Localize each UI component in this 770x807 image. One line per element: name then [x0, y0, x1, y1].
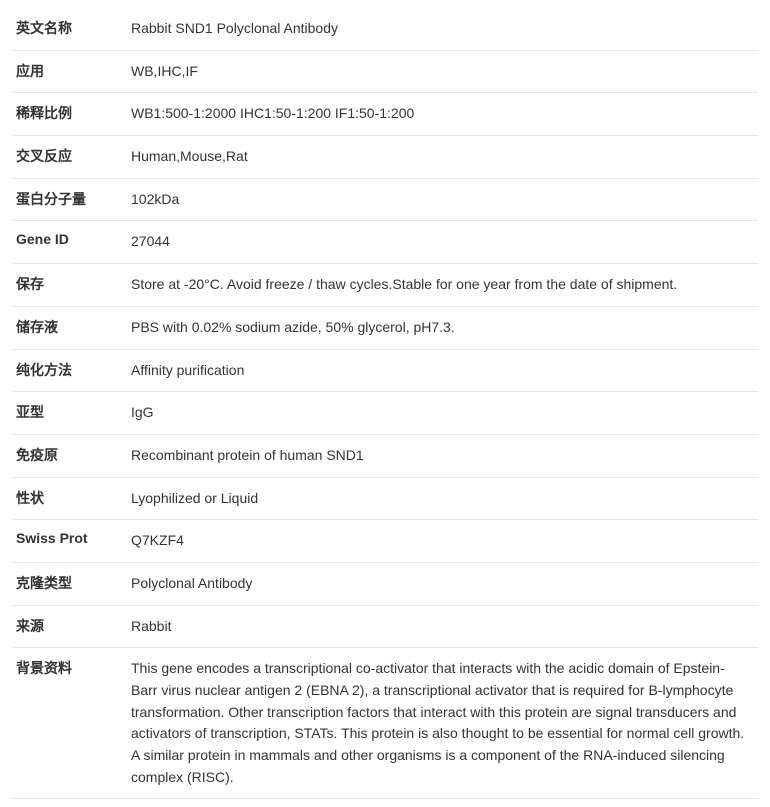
table-row: Swiss Prot Q7KZF4	[12, 520, 758, 563]
table-row: 储存液 PBS with 0.02% sodium azide, 50% gly…	[12, 306, 758, 349]
spec-label: 稀释比例	[12, 93, 127, 136]
table-row: 纯化方法 Affinity purification	[12, 349, 758, 392]
table-row: 应用 WB,IHC,IF	[12, 50, 758, 93]
table-row: 保存 Store at -20°C. Avoid freeze / thaw c…	[12, 264, 758, 307]
spec-value: This gene encodes a transcriptional co-a…	[127, 648, 758, 799]
spec-label: Swiss Prot	[12, 520, 127, 563]
spec-label: 克隆类型	[12, 562, 127, 605]
spec-value: Rabbit SND1 Polyclonal Antibody	[127, 8, 758, 50]
spec-tbody: 英文名称 Rabbit SND1 Polyclonal Antibody 应用 …	[12, 8, 758, 799]
spec-value: 27044	[127, 221, 758, 264]
table-row: 交叉反应 Human,Mouse,Rat	[12, 136, 758, 179]
spec-value: IgG	[127, 392, 758, 435]
spec-value: PBS with 0.02% sodium azide, 50% glycero…	[127, 306, 758, 349]
table-row: 英文名称 Rabbit SND1 Polyclonal Antibody	[12, 8, 758, 50]
spec-label: 保存	[12, 264, 127, 307]
table-row: 背景资料 This gene encodes a transcriptional…	[12, 648, 758, 799]
table-row: 免疫原 Recombinant protein of human SND1	[12, 434, 758, 477]
table-row: 克隆类型 Polyclonal Antibody	[12, 562, 758, 605]
spec-value: Human,Mouse,Rat	[127, 136, 758, 179]
spec-label: 应用	[12, 50, 127, 93]
spec-value: Store at -20°C. Avoid freeze / thaw cycl…	[127, 264, 758, 307]
spec-label: 纯化方法	[12, 349, 127, 392]
table-row: 亚型 IgG	[12, 392, 758, 435]
spec-label: Gene ID	[12, 221, 127, 264]
spec-label: 亚型	[12, 392, 127, 435]
spec-value: WB1:500-1:2000 IHC1:50-1:200 IF1:50-1:20…	[127, 93, 758, 136]
spec-value: 102kDa	[127, 178, 758, 221]
spec-label: 免疫原	[12, 434, 127, 477]
table-row: Gene ID 27044	[12, 221, 758, 264]
table-row: 稀释比例 WB1:500-1:2000 IHC1:50-1:200 IF1:50…	[12, 93, 758, 136]
spec-value: Recombinant protein of human SND1	[127, 434, 758, 477]
table-row: 蛋白分子量 102kDa	[12, 178, 758, 221]
table-row: 性状 Lyophilized or Liquid	[12, 477, 758, 520]
spec-label: 蛋白分子量	[12, 178, 127, 221]
spec-label: 来源	[12, 605, 127, 648]
spec-value: Rabbit	[127, 605, 758, 648]
spec-value: Affinity purification	[127, 349, 758, 392]
table-row: 来源 Rabbit	[12, 605, 758, 648]
spec-label: 英文名称	[12, 8, 127, 50]
spec-label: 背景资料	[12, 648, 127, 799]
spec-value: Polyclonal Antibody	[127, 562, 758, 605]
product-spec-table: 英文名称 Rabbit SND1 Polyclonal Antibody 应用 …	[12, 8, 758, 799]
spec-value: Lyophilized or Liquid	[127, 477, 758, 520]
spec-label: 储存液	[12, 306, 127, 349]
spec-value: Q7KZF4	[127, 520, 758, 563]
spec-label: 性状	[12, 477, 127, 520]
spec-label: 交叉反应	[12, 136, 127, 179]
spec-value: WB,IHC,IF	[127, 50, 758, 93]
